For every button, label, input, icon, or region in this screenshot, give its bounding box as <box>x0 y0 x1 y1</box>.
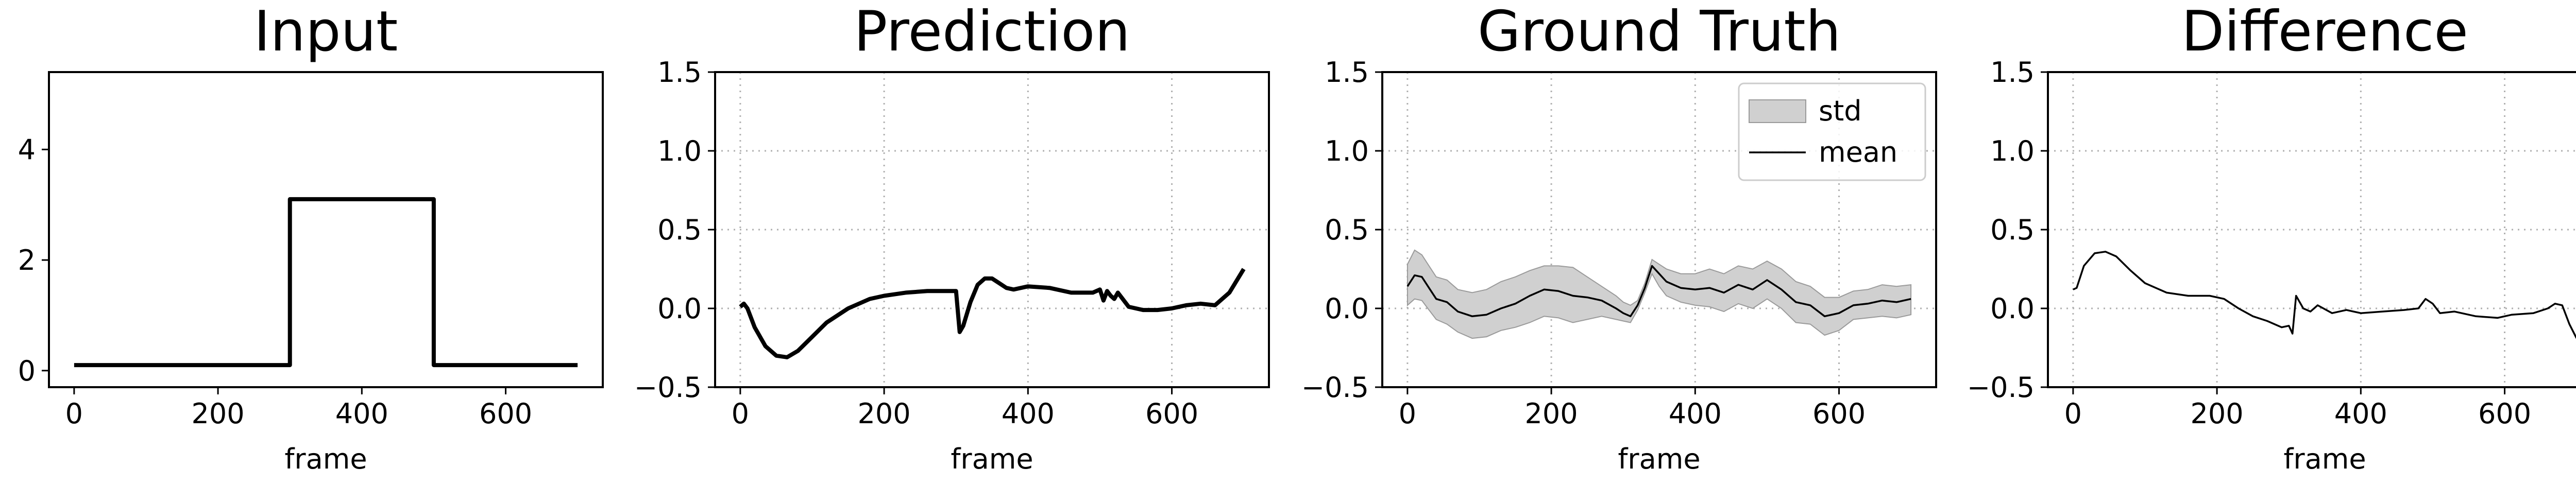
prediction-line <box>739 268 1246 359</box>
chart-title: Input <box>254 0 398 64</box>
x-tick-label: 200 <box>192 397 245 430</box>
chart-title: Difference <box>2181 0 2468 64</box>
chart-panel-4: Difference 0 200 400 600 −0.5 0.0 0.5 1.0 1.5 fram… <box>1967 0 2576 475</box>
y-tick-label: −0.5 <box>1967 371 2035 404</box>
chart-panel-2: Prediction 0 200 400 600 −0.5 0.0 0.5 1.0 1.5 fram… <box>634 0 1270 475</box>
x-tick-label: 400 <box>1669 397 1722 430</box>
x-tick-label: 400 <box>1002 397 1055 430</box>
y-tick-label: 4 <box>18 133 36 166</box>
y-tick-label: 2 <box>18 244 36 276</box>
chart-title: Prediction <box>854 0 1130 64</box>
x-tick-label: 600 <box>1812 397 1866 430</box>
input-line <box>74 197 578 368</box>
legend-mean-label: mean <box>1819 136 1897 168</box>
x-axis-label: frame <box>951 443 1033 475</box>
x-tick-label: 400 <box>335 397 388 430</box>
y-tick-label: 0.5 <box>1325 214 1369 246</box>
x-tick-label: 200 <box>2191 397 2244 430</box>
chart-panel-1: Input 0 200 400 600 0 2 4 frame <box>18 0 604 475</box>
x-tick-label: 0 <box>732 397 749 430</box>
legend-std-label: std <box>1819 95 1862 127</box>
x-axis-label: frame <box>284 443 367 475</box>
x-tick-label: 400 <box>2334 397 2387 430</box>
chart-title: Ground Truth <box>1478 0 1841 64</box>
y-tick-label: 0.0 <box>1325 292 1369 325</box>
y-tick-label: 0 <box>18 355 36 387</box>
y-tick-label: 0.5 <box>1990 214 2035 246</box>
chart-panel-3: Ground Truth 0 200 400 600 −0.5 0.0 0.5 1.0 1.5 fr… <box>1301 0 1937 475</box>
x-tick-label: 600 <box>479 397 532 430</box>
legend: std mean <box>1738 82 1926 181</box>
y-tick-label: 1.0 <box>657 135 702 167</box>
y-tick-label: 1.0 <box>1325 135 1369 167</box>
plot-frame <box>48 71 604 388</box>
x-tick-label: 0 <box>65 397 83 430</box>
x-axis-label: frame <box>2283 443 2366 475</box>
x-tick-label: 0 <box>2064 397 2082 430</box>
y-tick-label: 1.0 <box>1990 135 2035 167</box>
y-tick-label: 0.0 <box>657 292 702 325</box>
mean-line <box>1406 265 1911 318</box>
x-tick-label: 200 <box>1525 397 1578 430</box>
x-tick-label: 600 <box>1145 397 1198 430</box>
y-tick-label: 1.5 <box>1990 56 2035 89</box>
y-tick-label: −0.5 <box>634 371 702 404</box>
std-band <box>1406 249 1912 339</box>
x-axis-label: frame <box>1618 443 1700 475</box>
y-tick-label: 1.5 <box>1325 56 1369 89</box>
x-tick-label: 0 <box>1399 397 1416 430</box>
x-tick-label: 600 <box>2478 397 2531 430</box>
y-tick-label: 1.5 <box>657 56 702 89</box>
x-tick-label: 200 <box>858 397 911 430</box>
y-tick-label: 0.0 <box>1990 292 2035 325</box>
plot-frame <box>2047 71 2576 388</box>
y-tick-label: 0.5 <box>657 214 702 246</box>
legend-std-swatch <box>1749 99 1806 123</box>
difference-line <box>2073 251 2576 339</box>
y-tick-label: −0.5 <box>1301 371 1369 404</box>
